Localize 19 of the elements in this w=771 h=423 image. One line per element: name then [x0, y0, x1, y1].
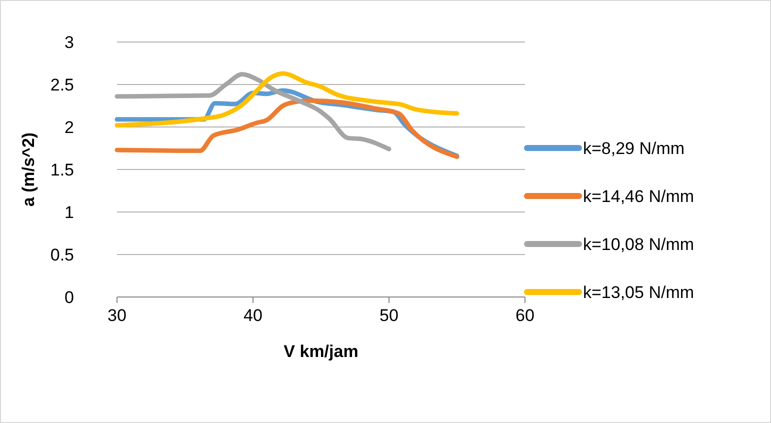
x-tick-label: 60: [516, 306, 534, 325]
y-tick-label: 0: [64, 288, 74, 307]
y-tick-label: 2: [64, 118, 74, 137]
x-axis-title: V km/jam: [284, 342, 358, 361]
legend-label: k=14,46 N/mm: [583, 187, 694, 206]
legend-label: k=10,08 N/mm: [583, 235, 694, 254]
y-tick-label: 3: [64, 33, 74, 52]
line-series: [114, 71, 460, 128]
x-tick-label: 50: [380, 306, 398, 325]
y-tick-label: 2.5: [50, 76, 74, 94]
line-series: [114, 72, 392, 152]
x-tick-label: 30: [108, 306, 126, 325]
y-tick-label: 0.5: [50, 246, 74, 264]
legend-label: k=8,29 N/mm: [583, 139, 685, 158]
y-axis-title: a (m/s^2): [19, 132, 38, 207]
y-tick-label: 1.5: [50, 160, 74, 180]
x-tick-label: 40: [244, 306, 262, 325]
y-tick-label: 1: [64, 203, 74, 222]
legend-label: k=13,05 N/mm: [583, 283, 694, 302]
